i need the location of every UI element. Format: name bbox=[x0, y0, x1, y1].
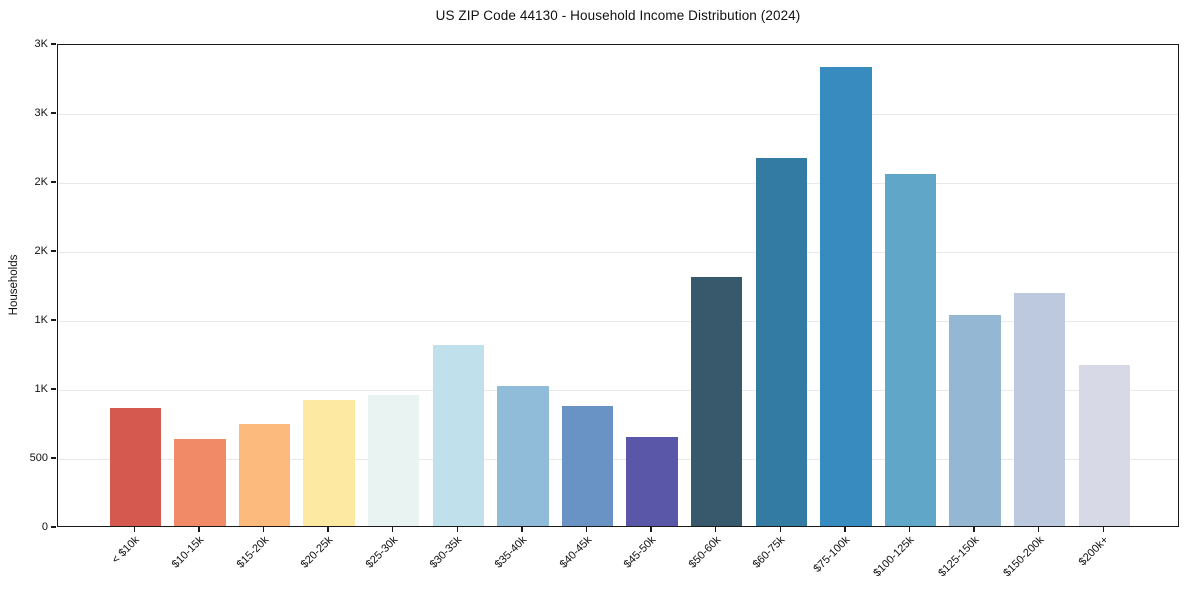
plot-area bbox=[57, 44, 1179, 527]
x-tick-label-text: $35-40k bbox=[492, 534, 530, 571]
x-tick-label-text: $20-25k bbox=[298, 534, 336, 571]
bar-15 bbox=[1013, 293, 1066, 526]
gridline bbox=[58, 320, 1178, 322]
bar-11 bbox=[755, 157, 807, 526]
x-tick-label-text: < $10k bbox=[109, 534, 142, 567]
bar-14 bbox=[949, 314, 1001, 526]
y-tick-label: 1K bbox=[34, 383, 48, 395]
y-axis-title: Households bbox=[8, 254, 20, 316]
bar-8 bbox=[561, 405, 614, 526]
x-tick-mark bbox=[714, 527, 717, 532]
bar-9 bbox=[626, 437, 678, 526]
bar-6 bbox=[432, 344, 484, 526]
x-tick-mark bbox=[779, 527, 781, 532]
y-tick-label: 0 bbox=[41, 521, 48, 533]
x-axis: < $10k $10-15k $15-20k $20-25k $25-30k $30-35… bbox=[57, 527, 1179, 587]
x-tick-mark bbox=[133, 527, 135, 532]
x-tick-label-text: $150-200k bbox=[1000, 534, 1047, 580]
x-tick-label-text: $25-30k bbox=[363, 534, 401, 571]
bar-7 bbox=[497, 385, 549, 526]
x-tick-mark bbox=[973, 527, 975, 532]
gridline bbox=[58, 458, 1178, 460]
x-tick-mark bbox=[521, 527, 523, 532]
x-tick-label-text: $30-35k bbox=[428, 534, 465, 571]
gridline bbox=[58, 182, 1178, 184]
bar-13 bbox=[884, 174, 937, 526]
gridline bbox=[58, 389, 1178, 391]
y-tick-mark bbox=[51, 388, 56, 390]
bar-5 bbox=[367, 394, 420, 526]
y-tick-label: 500 bbox=[29, 452, 48, 464]
x-tick-mark bbox=[844, 527, 846, 532]
gridline bbox=[58, 251, 1178, 253]
y-tick-mark bbox=[51, 526, 56, 528]
x-tick-label-text: $50-60k bbox=[686, 534, 724, 571]
y-tick-mark bbox=[51, 181, 56, 183]
x-tick-label-text: $60-75k bbox=[751, 534, 788, 571]
x-tick-mark bbox=[327, 527, 329, 532]
y-tick-label: 3K bbox=[34, 38, 48, 50]
y-tick-label: 1K bbox=[34, 314, 48, 326]
bar-1 bbox=[109, 408, 161, 526]
x-tick-mark bbox=[1102, 527, 1104, 532]
chart-title: US ZIP Code 44130 - Household Income Dis… bbox=[435, 8, 801, 23]
y-tick-label: 2K bbox=[34, 245, 48, 257]
x-tick-mark bbox=[908, 527, 911, 532]
x-tick-label-text: $200k+ bbox=[1076, 534, 1111, 569]
y-tick-label: 2K bbox=[34, 176, 48, 188]
bar-2 bbox=[174, 439, 226, 526]
y-tick-mark bbox=[51, 112, 56, 114]
x-tick-mark bbox=[1037, 527, 1040, 532]
x-tick-mark bbox=[391, 527, 394, 532]
x-tick-label-text: $45-50k bbox=[621, 534, 659, 571]
gridline bbox=[58, 113, 1178, 115]
bar-12 bbox=[820, 67, 872, 526]
bar-4 bbox=[303, 400, 355, 526]
bar-3 bbox=[238, 423, 291, 526]
bar-10 bbox=[690, 276, 743, 526]
x-tick-label-text: $40-45k bbox=[557, 534, 594, 571]
x-tick-mark bbox=[650, 527, 652, 532]
x-tick-label-text: $125-150k bbox=[936, 534, 982, 580]
x-tick-label-text: $75-100k bbox=[811, 534, 853, 575]
x-tick-label-text: $100-125k bbox=[871, 534, 917, 580]
x-tick-mark bbox=[585, 527, 588, 532]
x-tick-mark bbox=[198, 527, 200, 532]
y-tick-mark bbox=[51, 319, 56, 321]
y-tick-label: 3K bbox=[34, 107, 48, 119]
x-tick-mark bbox=[262, 527, 265, 532]
x-tick-mark bbox=[456, 527, 458, 532]
x-tick-label-text: $10-15k bbox=[169, 534, 207, 571]
y-tick-mark bbox=[51, 457, 56, 459]
y-tick-mark bbox=[51, 43, 56, 45]
x-tick-label-text: $15-20k bbox=[234, 534, 271, 571]
y-tick-mark bbox=[51, 250, 56, 252]
bar-16 bbox=[1078, 365, 1130, 526]
